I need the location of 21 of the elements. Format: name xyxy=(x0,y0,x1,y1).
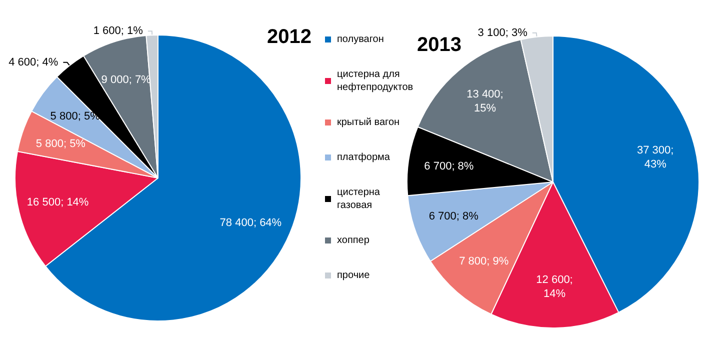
legend-label: цистерна газовая xyxy=(337,187,380,211)
data-label: 37 300; 43% xyxy=(637,144,674,171)
legend-label: хоппер xyxy=(337,235,370,246)
data-label: 13 400; 15% xyxy=(466,88,504,115)
data-label: 7 800; 9% xyxy=(459,255,509,268)
data-label: 12 600; 14% xyxy=(536,274,573,300)
data-label: 78 400; 64% xyxy=(220,217,282,230)
legend-label: прочие xyxy=(337,270,370,281)
data-label: 5 800; 5% xyxy=(36,138,86,150)
data-label: 6 700; 8% xyxy=(428,210,479,222)
data-label: 3 100; 3% xyxy=(478,26,528,39)
data-label: 1 600; 1% xyxy=(93,25,144,38)
slice-label: 2013 xyxy=(417,34,462,56)
legend-label: крытый вагон xyxy=(337,117,400,128)
legend-label: цистерна для нефтепродуктов xyxy=(337,69,414,93)
legend-label: платформа xyxy=(337,152,390,163)
data-label: 6 700; 8% xyxy=(424,160,474,173)
legend-label: полувагон xyxy=(337,34,384,45)
data-label: 16 500; 14% xyxy=(26,196,89,208)
data-label: 4 600; 4% xyxy=(8,56,58,68)
slice-label: 2012 xyxy=(267,26,312,48)
